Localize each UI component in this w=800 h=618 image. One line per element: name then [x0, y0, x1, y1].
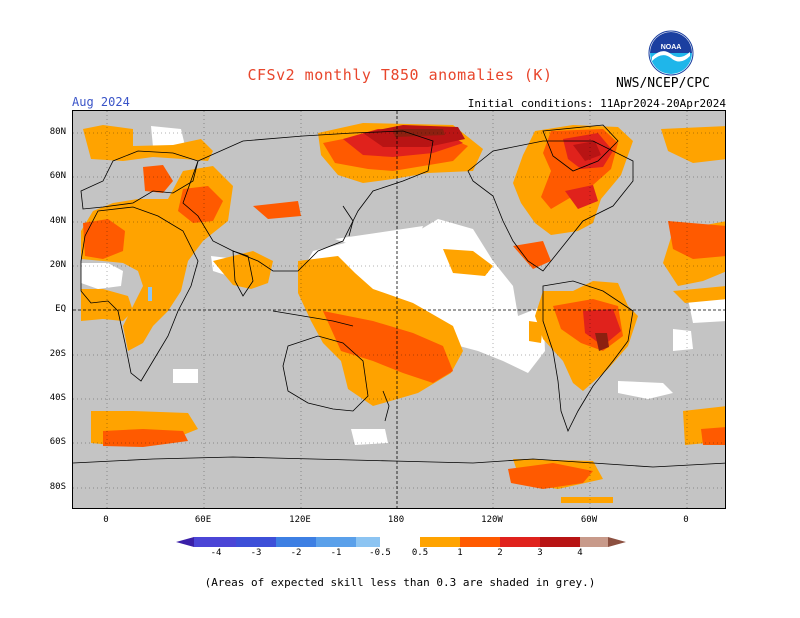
colorbar-label: 4 [577, 548, 583, 558]
anomaly-0.5-1 [81, 123, 725, 503]
lat-lon-grid [73, 111, 725, 508]
colorbar-swatch [460, 537, 500, 547]
colorbar-swatch [420, 537, 460, 547]
lat-label: 40S [49, 393, 66, 403]
lon-label: 60E [194, 515, 212, 525]
lon-label: 180 [387, 515, 405, 525]
lat-label: 80N [49, 127, 66, 137]
colorbar-swatch [380, 537, 420, 547]
colorbar-swatch [194, 537, 236, 547]
colorbar-swatch [276, 537, 316, 547]
anomaly-map-canvas [73, 111, 725, 508]
colorbar-max-arrow [608, 537, 626, 547]
anomaly-map [72, 110, 726, 509]
anomaly-4-plus [393, 129, 609, 351]
colorbar-swatch [580, 537, 608, 547]
lon-label: 0 [683, 515, 689, 525]
lat-label: 60S [49, 437, 66, 447]
colorbar-label: -0.5 [369, 548, 391, 558]
colorbar-label: 3 [537, 548, 543, 558]
lon-label: 60W [580, 515, 598, 525]
colorbar [176, 537, 626, 547]
colorbar-label: 1 [457, 548, 463, 558]
lon-label: 120W [481, 515, 503, 525]
footnote: (Areas of expected skill less than 0.3 a… [204, 576, 596, 589]
colorbar-swatch [316, 537, 356, 547]
colorbar-label: 2 [497, 548, 503, 558]
colorbar-label: -4 [210, 548, 222, 558]
colorbar-min-arrow [176, 537, 194, 547]
colorbar-swatch [500, 537, 540, 547]
lat-label: 20N [49, 260, 66, 270]
lat-label: 60N [49, 171, 66, 181]
lon-label: 120E [289, 515, 311, 525]
agency-label: NWS/NCEP/CPC [616, 76, 710, 91]
lat-label: 40N [49, 216, 66, 226]
anomaly-negative-spot [148, 287, 152, 301]
colorbar-label: 0.5 [411, 548, 429, 558]
lat-label: 80S [49, 482, 66, 492]
map-title: CFSv2 monthly T850 anomalies (K) [247, 66, 553, 84]
lat-label: EQ [55, 304, 66, 314]
colorbar-swatch [236, 537, 276, 547]
white-regions [81, 126, 725, 445]
initial-conditions: Initial conditions: 11Apr2024-20Apr2024 [467, 97, 726, 110]
coastlines [73, 124, 725, 468]
colorbar-swatch [356, 537, 380, 547]
lat-label: 20S [49, 349, 66, 359]
colorbar-label: -3 [250, 548, 262, 558]
noaa-logo: NOAA [648, 30, 694, 76]
lon-label: 0 [103, 515, 109, 525]
noaa-logo-text: NOAA [661, 44, 682, 51]
colorbar-label: -1 [330, 548, 342, 558]
valid-month: Aug 2024 [72, 95, 130, 109]
colorbar-label: -2 [290, 548, 302, 558]
colorbar-swatch [540, 537, 580, 547]
